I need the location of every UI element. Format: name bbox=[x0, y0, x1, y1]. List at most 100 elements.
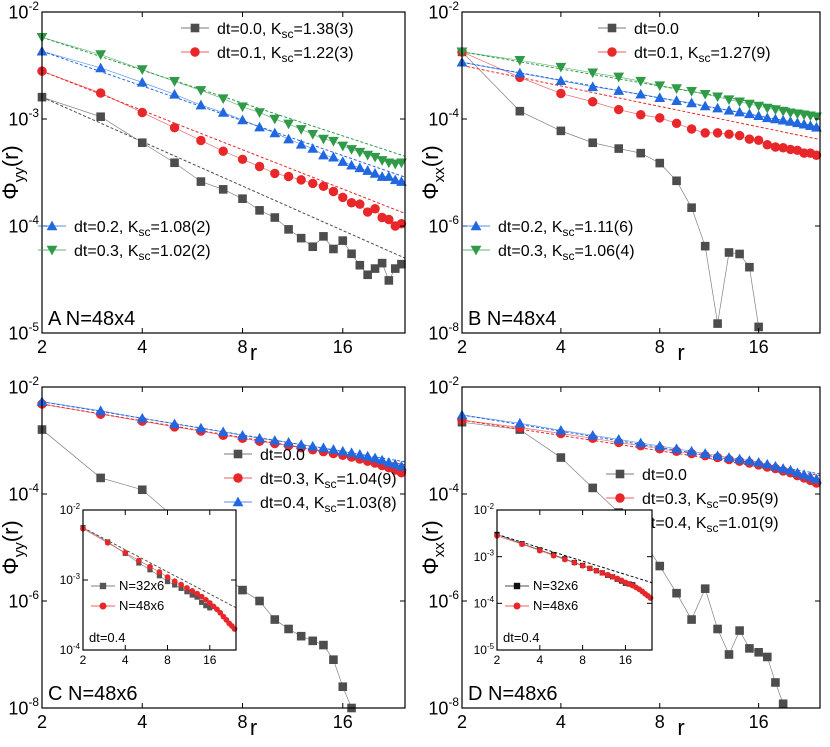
panel-A-series-2-point bbox=[169, 88, 180, 99]
panel-B-legend-label: dt=0.0 bbox=[634, 21, 679, 38]
panel-A-series-3-point bbox=[318, 134, 329, 145]
panel-A-legend-swatch-marker bbox=[190, 23, 200, 33]
panel-B-series-0-point bbox=[614, 144, 624, 153]
panel-D-series-0-point bbox=[724, 650, 734, 659]
panel-A-series-2 bbox=[36, 45, 407, 186]
panel-B-x-tick-label: 4 bbox=[556, 337, 566, 357]
panel-C-inset-series-1-point bbox=[217, 609, 224, 616]
panel-D-inset-series-1-point bbox=[579, 562, 586, 569]
panel-C-inset-series-1-point bbox=[104, 539, 111, 546]
panel-C-inset-series-0-point bbox=[172, 582, 178, 588]
panel-B-series-0-point bbox=[754, 322, 763, 332]
panel-B-series-3-point bbox=[514, 56, 526, 66]
panel-A-legend-label: dt=0.0, Ksc=1.38(3) bbox=[217, 21, 354, 41]
panel-D-series-2-point bbox=[761, 458, 773, 469]
panel-C-inset-x-tick-label: 4 bbox=[122, 653, 129, 667]
panel-D-series-2-point bbox=[785, 464, 796, 475]
panel-A-series-1-point bbox=[137, 107, 147, 118]
panel-C-inset-series-1-point bbox=[156, 569, 163, 575]
panel-C-inset-x-tick-label: 8 bbox=[164, 653, 171, 667]
panel-A-series-0-point bbox=[384, 276, 394, 285]
panel-C-series-2-point bbox=[254, 432, 265, 443]
panel-B-series-3-point bbox=[654, 81, 666, 92]
panel-A-legend-swatch-marker bbox=[46, 220, 58, 231]
panel-D-inset-y-tick-label: 10-4 bbox=[474, 595, 495, 610]
panel-A-series-0 bbox=[37, 92, 406, 285]
panel-D-series-2-point bbox=[671, 443, 682, 454]
panel-D-legend-swatch-marker bbox=[615, 469, 625, 479]
panel-B-series-1-point bbox=[744, 134, 755, 144]
panel-B-legend-label: dt=0.3, Ksc=1.06(4) bbox=[498, 243, 635, 263]
panel-D-inset-series-1-point bbox=[571, 559, 578, 566]
panel-D-series-0-point bbox=[700, 584, 710, 593]
panel-C-series-2-point bbox=[318, 442, 329, 453]
panel-B-series-2-point bbox=[761, 112, 773, 123]
panel-A-series-2-point bbox=[396, 176, 407, 186]
panel-C-legend-entry-2: dt=0.4, Ksc=1.03(8) bbox=[224, 495, 397, 515]
panel-B-series-0-point bbox=[735, 249, 744, 259]
panel-B-y-tick-label: 10-4 bbox=[428, 106, 459, 129]
panel-C-inset-series-0-point bbox=[178, 585, 184, 591]
panel-B-y-tick-label: 10-2 bbox=[428, 0, 459, 22]
panel-C-x-tick-label: 8 bbox=[238, 712, 248, 732]
panel-C-x-tick-label: 16 bbox=[333, 712, 353, 732]
panel-C-inset-label: dt=0.4 bbox=[89, 630, 126, 645]
panel-C-inset-background bbox=[83, 510, 236, 650]
panel-C-series-2-point bbox=[237, 429, 248, 440]
panel-A-x-tick-label: 16 bbox=[333, 337, 353, 357]
panel-B-series-3-point bbox=[770, 105, 781, 115]
panel-D-series-2-point bbox=[798, 469, 810, 479]
panel-A-series-1-point bbox=[384, 214, 394, 225]
panel-B-series-1 bbox=[457, 47, 822, 160]
panel-A-series-1-point bbox=[270, 168, 280, 179]
panel-C-axes-frame bbox=[41, 386, 406, 709]
panel-A-series-3-point bbox=[389, 159, 401, 170]
panel-C-inset-series-0-point bbox=[189, 592, 195, 598]
panel-B-series-3-point bbox=[734, 97, 745, 108]
panel-A-series-1-point bbox=[237, 154, 248, 165]
panel-D-series-2-point bbox=[712, 450, 723, 460]
panel-C-inset-series-0-point bbox=[164, 578, 171, 585]
panel-B-series-0-point bbox=[672, 176, 681, 186]
panel-C-inset-series-1-point bbox=[122, 549, 129, 556]
panel-C-inset-series-1-point bbox=[136, 557, 142, 564]
panel-D-series-2-point bbox=[686, 445, 697, 456]
panel-B-series-2 bbox=[456, 56, 822, 132]
panel-B-series-1-point bbox=[778, 143, 788, 153]
panel-C-panel-label: C N=48x6 bbox=[48, 683, 138, 705]
panel-A-series-2-point bbox=[318, 149, 329, 160]
panel-B-series-0-point bbox=[713, 319, 722, 328]
panel-D-series-0-point bbox=[745, 644, 754, 653]
panel-A-legend-label: dt=0.3, Ksc=1.02(2) bbox=[74, 243, 211, 263]
panel-A-series-0-point bbox=[377, 258, 387, 268]
panel-A-series-1-point bbox=[355, 199, 365, 209]
panel-C-series-0-point bbox=[255, 596, 264, 606]
panel-D-x-tick-label: 8 bbox=[655, 712, 665, 732]
panel-B-series-1-point bbox=[556, 88, 566, 99]
panel-B-series-3-point bbox=[744, 99, 755, 110]
panel-D-y-axis-label: Φxx(r) bbox=[418, 520, 448, 575]
panel-D-series-2 bbox=[456, 409, 822, 484]
panel-C-inset-series-0-point bbox=[207, 605, 213, 611]
panel-B-legend-swatch-marker bbox=[470, 220, 482, 231]
panel-B-series-1-point bbox=[635, 110, 646, 120]
panel-D-series-0-point bbox=[713, 624, 722, 634]
panel-A-series-0-fit bbox=[41, 96, 406, 259]
panel-A-y-tick-label: 10-3 bbox=[8, 106, 39, 129]
panel-C-inset-legend-entry-1: N=48x6 bbox=[91, 598, 164, 613]
panel-C-series-2-point bbox=[169, 418, 180, 429]
panel-B-series-2-point bbox=[805, 120, 816, 130]
panel-A-series-0-point bbox=[397, 259, 406, 269]
panel-A-series-1-point bbox=[346, 197, 357, 208]
panel-D-series-2-point bbox=[777, 463, 789, 473]
panel-C-series-2-point bbox=[195, 422, 207, 433]
panel-B-x-axis-label: r bbox=[677, 340, 684, 365]
panel-D-x-tick-label: 16 bbox=[749, 712, 769, 732]
panel-B-x-tick-label: 16 bbox=[749, 337, 769, 357]
panel-A-series-3-point bbox=[195, 86, 207, 96]
panel-D-inset-series-1-point bbox=[536, 547, 543, 554]
panel-A-legend-entry-3: dt=0.3, Ksc=1.02(2) bbox=[38, 243, 211, 263]
panel-A-series-1-point bbox=[308, 178, 318, 189]
panel-D-axes-frame bbox=[461, 386, 821, 709]
panel-A-x-tick-label: 2 bbox=[37, 337, 47, 357]
